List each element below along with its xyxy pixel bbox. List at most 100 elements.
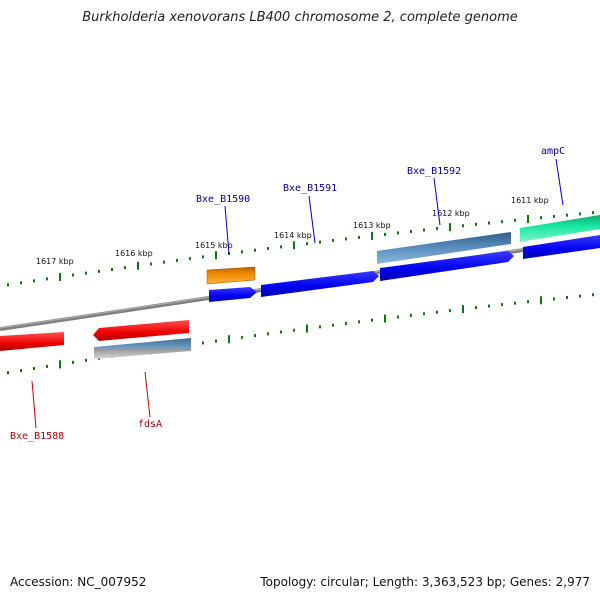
major-tick bbox=[137, 261, 139, 270]
gene-label-fdsA[interactable]: fdsA bbox=[138, 419, 162, 430]
minor-tick bbox=[254, 248, 256, 252]
minor-tick bbox=[189, 257, 191, 261]
gene-Bxe_B1592-cds[interactable] bbox=[380, 251, 514, 281]
label-leader-line bbox=[308, 195, 316, 244]
minor-tick bbox=[202, 255, 204, 259]
minor-tick bbox=[254, 334, 256, 338]
major-tick bbox=[371, 231, 373, 240]
major-tick bbox=[59, 360, 61, 369]
minor-tick bbox=[488, 221, 490, 225]
genome-title: Burkholderia xenovorans LB400 chromosome… bbox=[82, 10, 518, 25]
gene-ampC-feature[interactable] bbox=[520, 215, 600, 242]
gene-Bxe_B1592-rna[interactable] bbox=[377, 232, 511, 264]
major-tick bbox=[293, 241, 295, 250]
minor-tick bbox=[332, 238, 334, 242]
minor-tick bbox=[85, 271, 87, 275]
major-tick bbox=[540, 296, 542, 305]
minor-tick bbox=[358, 320, 360, 324]
major-tick bbox=[384, 314, 386, 323]
minor-tick bbox=[397, 315, 399, 319]
minor-tick bbox=[111, 267, 113, 271]
minor-tick bbox=[72, 273, 74, 277]
minor-tick bbox=[462, 224, 464, 228]
gene-Bxe_B1590-cds[interactable] bbox=[209, 287, 257, 302]
minor-tick bbox=[514, 218, 516, 222]
minor-tick bbox=[514, 301, 516, 305]
minor-tick bbox=[280, 245, 282, 249]
gene-label-Bxe_B1592[interactable]: Bxe_B1592 bbox=[407, 166, 461, 177]
minor-tick bbox=[150, 262, 152, 266]
minor-tick bbox=[501, 303, 503, 307]
minor-tick bbox=[280, 330, 282, 334]
gene-Bxe_B1588-cds[interactable] bbox=[0, 332, 64, 351]
minor-tick bbox=[124, 266, 126, 270]
minor-tick bbox=[475, 306, 477, 310]
gene-fdsA-rna[interactable] bbox=[94, 338, 191, 359]
minor-tick bbox=[33, 367, 35, 371]
minor-tick bbox=[85, 358, 87, 362]
minor-tick bbox=[241, 335, 243, 339]
minor-tick bbox=[332, 323, 334, 327]
kbp-label: 1612 kbp bbox=[432, 209, 470, 218]
minor-tick bbox=[579, 212, 581, 216]
minor-tick bbox=[319, 240, 321, 244]
minor-tick bbox=[566, 213, 568, 217]
gene-label-Bxe_B1591[interactable]: Bxe_B1591 bbox=[283, 183, 337, 194]
major-tick bbox=[59, 272, 61, 281]
label-leader-line bbox=[31, 380, 37, 429]
kbp-label: 1613 kbp bbox=[353, 221, 391, 230]
minor-tick bbox=[72, 360, 74, 364]
kbp-label: 1616 kbp bbox=[115, 249, 153, 258]
minor-tick bbox=[163, 260, 165, 264]
kbp-label: 1617 kbp bbox=[36, 257, 74, 266]
minor-tick bbox=[7, 283, 9, 287]
minor-tick bbox=[371, 318, 373, 322]
kbp-label: 1615 kbp bbox=[195, 241, 233, 250]
gene-ampC-cds[interactable] bbox=[523, 235, 600, 259]
minor-tick bbox=[553, 214, 555, 218]
minor-tick bbox=[215, 339, 217, 343]
minor-tick bbox=[475, 222, 477, 226]
major-tick bbox=[306, 324, 308, 333]
major-tick bbox=[462, 305, 464, 314]
minor-tick bbox=[436, 310, 438, 314]
gene-label-ampC[interactable]: ampC bbox=[541, 146, 565, 157]
major-tick bbox=[449, 223, 451, 232]
minor-tick bbox=[33, 279, 35, 283]
minor-tick bbox=[410, 313, 412, 317]
minor-tick bbox=[449, 309, 451, 313]
major-tick bbox=[215, 251, 217, 260]
gene-label-Bxe_B1590[interactable]: Bxe_B1590 bbox=[196, 194, 250, 205]
reverse-tick-track bbox=[7, 293, 594, 375]
minor-tick bbox=[540, 216, 542, 220]
minor-tick bbox=[306, 242, 308, 246]
minor-tick bbox=[527, 300, 529, 304]
minor-tick bbox=[553, 297, 555, 301]
gene-fdsA-cds[interactable] bbox=[93, 320, 189, 341]
gene-Bxe_B1591-cds[interactable] bbox=[261, 271, 379, 297]
label-leader-line bbox=[555, 158, 564, 206]
minor-tick bbox=[176, 258, 178, 262]
minor-tick bbox=[501, 220, 503, 224]
minor-tick bbox=[241, 250, 243, 254]
minor-tick bbox=[319, 325, 321, 329]
minor-tick bbox=[267, 246, 269, 250]
gene-label-Bxe_B1588[interactable]: Bxe_B1588 bbox=[10, 431, 64, 442]
minor-tick bbox=[397, 231, 399, 235]
major-tick bbox=[527, 214, 529, 223]
genome-summary-text: Topology: circular; Length: 3,363,523 bp… bbox=[260, 575, 590, 589]
minor-tick bbox=[20, 369, 22, 373]
minor-tick bbox=[7, 371, 9, 375]
label-leader-line bbox=[224, 205, 230, 255]
major-tick bbox=[228, 335, 230, 344]
minor-tick bbox=[358, 235, 360, 239]
accession-text: Accession: NC_007952 bbox=[10, 575, 147, 589]
kbp-label: 1614 kbp bbox=[274, 231, 312, 240]
gene-orange-feature[interactable] bbox=[206, 266, 256, 285]
minor-tick bbox=[267, 332, 269, 336]
minor-tick bbox=[592, 211, 594, 215]
minor-tick bbox=[592, 293, 594, 297]
minor-tick bbox=[20, 281, 22, 285]
minor-tick bbox=[293, 328, 295, 332]
